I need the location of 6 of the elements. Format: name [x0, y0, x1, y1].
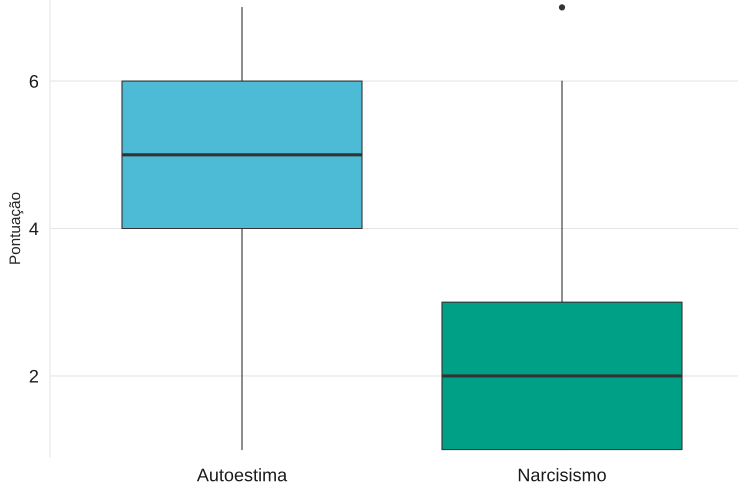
- y-tick-label: 4: [29, 222, 38, 236]
- y-axis-title: Pontuação: [9, 192, 24, 264]
- x-tick-label: Autoestima: [196, 468, 288, 482]
- x-tick-label: Narcisismo: [518, 468, 606, 482]
- y-tick-label: 2: [30, 370, 38, 382]
- y-tick-label: 6: [30, 75, 38, 88]
